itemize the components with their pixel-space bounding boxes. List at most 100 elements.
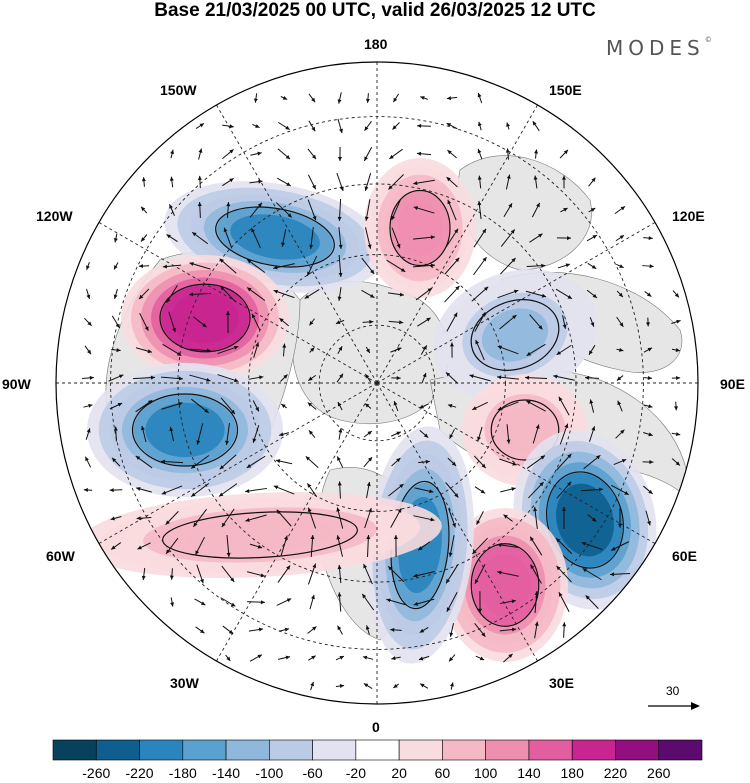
wind-arrow [477,175,482,189]
wind-arrow [273,289,295,299]
wind-arrow [445,372,459,384]
wind-arrow [642,264,654,269]
lon-label-120e: 120E [672,208,705,224]
wind-arrow [188,292,212,297]
wind-arrow [497,570,519,577]
wind-arrow [497,543,519,549]
wind-arrow [391,199,401,221]
wind-arrow [84,345,92,355]
wind-arrow [390,627,402,632]
wind-arrow [195,626,205,634]
wind-arrow [611,484,629,496]
wind-arrow [499,314,517,330]
wind-arrow [562,622,567,638]
wind-arrow [584,375,600,380]
wind-arrow [413,235,435,240]
wind-arrow [220,285,236,303]
wind-arrow [337,198,342,222]
wind-arrow [337,625,343,635]
wind-arrow [446,312,458,332]
wind-arrow [413,515,435,522]
wind-arrow [555,537,573,555]
wind-arrow [160,376,184,381]
wind-arrow [414,487,434,494]
wind-arrow [335,319,345,325]
wind-arrow [249,543,263,549]
colorbar-tick-label: -220 [125,765,154,781]
wind-arrow [558,592,570,612]
wind-arrow [197,175,202,189]
wind-arrow [253,93,258,103]
wind-arrow [362,655,374,660]
wind-arrow [420,345,428,355]
wind-arrow [419,683,429,689]
wind-arrow [309,594,315,610]
colorbar-bin [398,739,443,761]
wind-arrow [189,262,211,270]
wind-arrow [138,264,150,269]
wind-arrow [474,563,486,585]
wind-arrow [245,487,267,493]
wind-arrow [309,318,315,326]
wind-arrow [337,481,342,499]
wind-arrow [505,148,510,160]
wind-arrow [166,234,178,242]
wind-arrow [445,228,459,248]
wind-arrow [388,320,404,325]
copyright-mark: © [704,36,712,44]
wind-arrow [248,627,264,632]
wind-arrow [280,403,288,409]
colorbar-tick-label: -60 [302,765,323,781]
wind-arrow [646,317,651,327]
wind-arrow [364,227,372,249]
wind-arrow [337,401,343,411]
lon-label-60w: 60W [46,548,75,564]
wind-arrow [499,627,517,632]
wind-arrow [389,148,403,160]
wind-arrow [413,598,435,606]
wind-arrow [418,655,430,661]
wind-arrow [532,424,540,444]
wind-arrow [250,151,262,156]
wind-arrow [336,373,344,383]
wind-arrow [337,147,342,161]
wind-arrow [421,372,427,384]
wind-arrow [477,92,483,104]
colorbar-tick-label: -20 [345,765,366,781]
wind-arrow [306,255,318,277]
wind-arrow [416,151,432,156]
negative-anomaly [87,362,283,498]
wind-arrow [616,290,624,298]
wind-arrow [417,123,431,128]
colorbar-tick-label: -100 [255,765,284,781]
colorbar [52,739,703,761]
wind-arrow [499,458,517,466]
wind-arrow [534,621,539,639]
wind-arrow [614,205,626,215]
wind-arrow [528,481,544,499]
colorbar-tick-label: 180 [560,765,584,781]
wind-arrow [500,229,516,247]
wind-arrow [195,536,205,556]
wind-arrow [553,374,575,381]
wind-arrow [280,95,288,100]
wind-arrow [643,485,653,495]
wind-arrow [417,317,431,327]
wind-arrow [161,402,183,410]
wind-arrow [307,402,317,410]
wind-arrow [447,199,457,221]
wind-arrow [587,514,597,522]
wind-arrow [586,289,598,299]
wind-arrow [308,655,316,661]
wind-arrow [392,93,400,103]
wind-arrow [251,227,261,249]
wind-arrow [391,227,401,249]
colorbar-tick-label: -260 [82,765,111,781]
wind-arrow [249,202,263,218]
wind-arrow [337,92,342,104]
height-contour [490,399,560,461]
wind-arrow [363,683,373,689]
wind-arrow [586,234,598,242]
wind-arrow [478,591,483,613]
